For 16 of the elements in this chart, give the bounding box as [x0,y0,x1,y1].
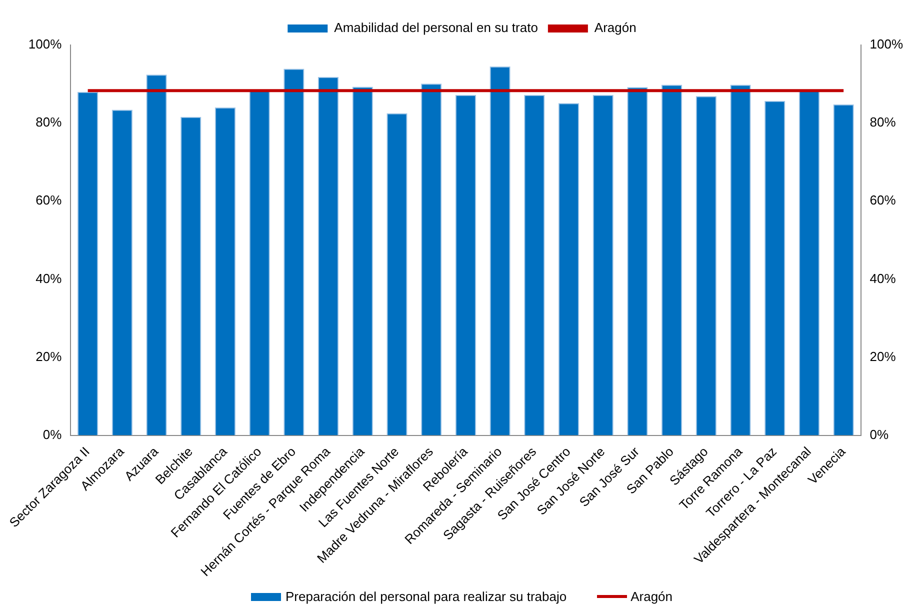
y-tick-label: 20% [36,348,62,364]
y-tick-label: 60% [36,192,62,208]
y2-tick-label: 80% [870,114,896,130]
y2-tick-label: 0% [870,426,889,442]
legend-label: Aragón [594,20,636,36]
y2-tick-label: 20% [870,348,896,364]
y-tick-label: 0% [42,426,62,442]
y-tick-label: 40% [36,270,62,286]
y-tick-label: 80% [36,114,62,130]
text: Aragón [630,589,673,604]
y2-tick-label: 60% [870,192,896,208]
y2-tick-label: 40% [870,270,896,286]
legend-label: Amabilidad del personal en su trato [334,20,538,36]
text: Preparación del personal para realizar su trabajo [285,589,567,604]
y2-tick-label: 100% [870,36,904,52]
y-tick-label: 100% [28,36,62,52]
